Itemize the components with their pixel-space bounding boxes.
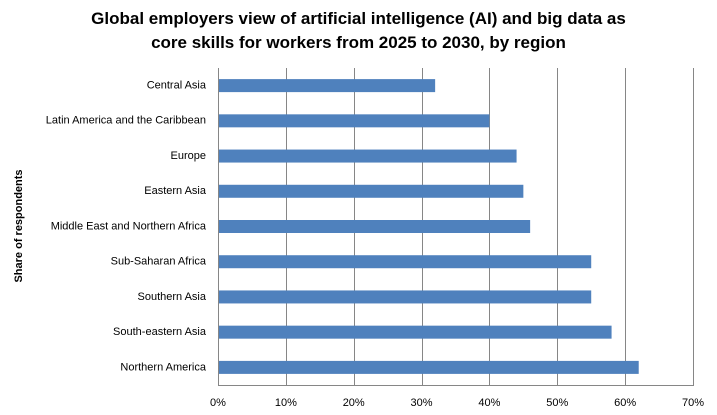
x-tick-label: 70% (682, 397, 704, 409)
y-axis-label: Share of respondents (13, 169, 25, 282)
bar (218, 360, 639, 374)
category-label: Latin America and the Caribbean (46, 115, 206, 127)
category-label: South-eastern Asia (113, 326, 207, 338)
category-label: Middle East and Northern Africa (51, 220, 207, 232)
x-tick-label: 50% (546, 397, 568, 409)
x-tick-labels: 0% 10% 20% 30% 40% 50% 60% 70% (210, 397, 704, 409)
x-tick-label: 60% (614, 397, 636, 409)
category-label: Southern Asia (138, 291, 207, 303)
bar (218, 255, 592, 269)
category-label: Europe (171, 150, 206, 162)
x-tick-label: 40% (478, 397, 500, 409)
bars (218, 79, 639, 374)
category-label: Central Asia (147, 80, 207, 92)
bar (218, 184, 524, 198)
x-tick-label: 30% (411, 397, 433, 409)
category-label: Northern America (120, 361, 206, 373)
x-tick-label: 0% (210, 397, 226, 409)
chart-title-line-2: core skills for workers from 2025 to 203… (151, 33, 566, 52)
category-label: Eastern Asia (144, 185, 207, 197)
chart-title: Global employers view of artificial inte… (0, 7, 717, 55)
category-labels: Central Asia Latin America and the Caribb… (46, 80, 207, 374)
bar (218, 114, 490, 128)
x-tick-label: 20% (343, 397, 365, 409)
chart-title-line-1: Global employers view of artificial inte… (91, 9, 626, 28)
bar (218, 149, 517, 163)
bar (218, 325, 612, 339)
bar (218, 290, 592, 304)
x-tick-label: 10% (275, 397, 297, 409)
bar (218, 220, 531, 233)
category-label: Sub-Saharan Africa (111, 256, 207, 268)
bar (218, 79, 436, 93)
